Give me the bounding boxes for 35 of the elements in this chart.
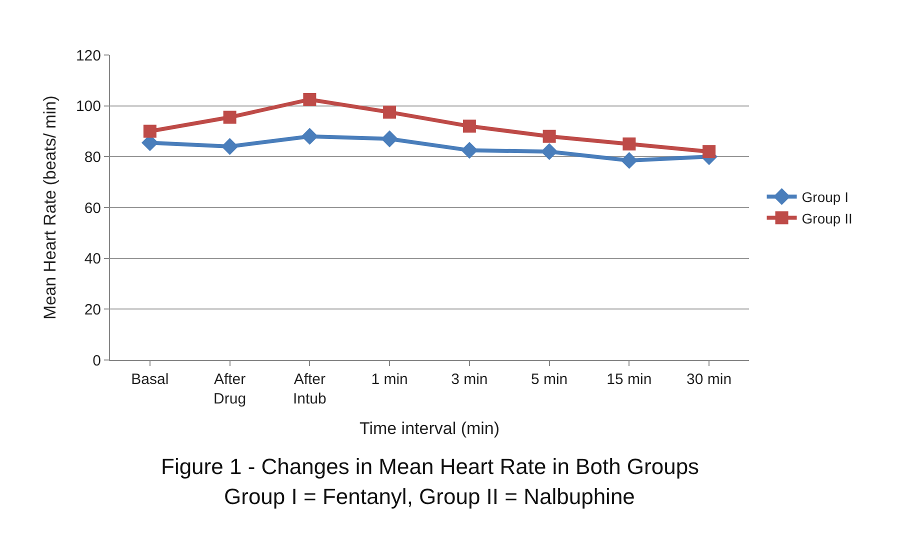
- x-tick-label: 3 min: [451, 371, 488, 388]
- legend-label: Group I: [802, 189, 848, 206]
- point: [383, 106, 396, 119]
- point: [221, 138, 238, 155]
- y-tick-label: 120: [76, 47, 101, 64]
- text: Group I = Fentanyl, Group II = Nalbuphine: [224, 484, 635, 509]
- point: [540, 143, 558, 160]
- x-tick-label: 5 min: [530, 371, 568, 388]
- y-tick-label: 60: [84, 200, 101, 217]
- point: [460, 142, 478, 159]
- x-tick-label: Basal: [131, 371, 169, 388]
- point: [702, 145, 716, 158]
- point: [301, 128, 318, 145]
- x-tick-label: 15 min: [606, 371, 652, 388]
- point: [143, 124, 156, 138]
- y-tick-label: 100: [76, 98, 101, 116]
- point: [620, 152, 638, 169]
- y-tick-label: 20: [84, 301, 101, 318]
- point: [223, 110, 236, 124]
- point: [542, 130, 556, 143]
- y-tick-label: 40: [84, 250, 101, 268]
- point: [303, 92, 316, 106]
- y-tick-label: 80: [84, 148, 101, 166]
- caption: Figure 1 - Changes in Mean Heart Rate in Both Groups: [161, 454, 700, 479]
- point: [462, 120, 476, 133]
- point: [622, 137, 636, 150]
- point: [381, 130, 398, 148]
- y-tick-label: 0: [92, 352, 101, 370]
- y-axis-title: Mean Heart Rate (beats/ min): [40, 96, 60, 320]
- x-tick-label: 1 min: [371, 371, 408, 388]
- x-tick-label: After Intub: [293, 371, 326, 408]
- legend-label: Group II: [802, 210, 852, 226]
- x-tick-label: 30 min: [686, 371, 732, 388]
- x-axis-title: Time interval (min): [359, 418, 500, 438]
- x-tick-label: After Drug: [214, 371, 246, 408]
